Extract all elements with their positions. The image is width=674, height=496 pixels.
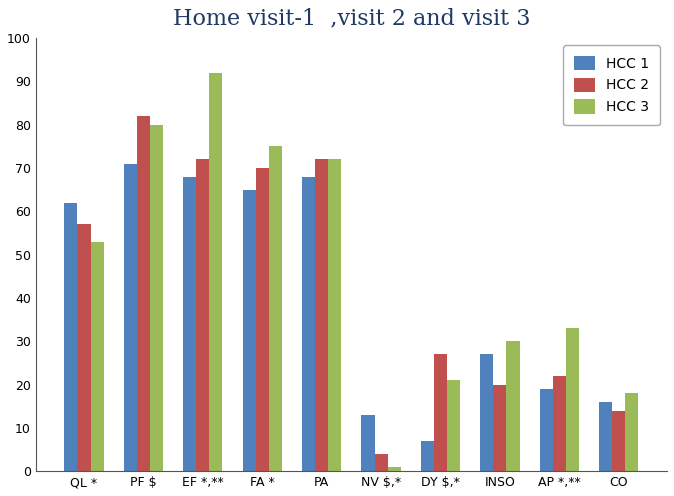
Bar xyxy=(90,242,104,471)
Bar xyxy=(255,168,269,471)
Bar xyxy=(210,72,222,471)
Bar xyxy=(540,389,553,471)
Bar xyxy=(434,354,447,471)
Bar xyxy=(243,189,255,471)
Bar xyxy=(481,354,493,471)
Bar xyxy=(315,159,328,471)
Title: Home visit-1  ,visit 2 and visit 3: Home visit-1 ,visit 2 and visit 3 xyxy=(173,7,530,29)
Legend: HCC 1, HCC 2, HCC 3: HCC 1, HCC 2, HCC 3 xyxy=(563,45,660,125)
Bar xyxy=(124,164,137,471)
Bar xyxy=(599,402,612,471)
Bar xyxy=(388,467,400,471)
Bar xyxy=(612,411,625,471)
Bar xyxy=(302,177,315,471)
Bar xyxy=(421,441,434,471)
Bar xyxy=(78,224,90,471)
Bar xyxy=(506,341,520,471)
Bar xyxy=(375,454,388,471)
Bar xyxy=(493,384,506,471)
Bar xyxy=(65,202,78,471)
Bar xyxy=(566,328,579,471)
Bar xyxy=(447,380,460,471)
Bar xyxy=(137,116,150,471)
Bar xyxy=(361,415,375,471)
Bar xyxy=(269,146,282,471)
Bar xyxy=(196,159,210,471)
Bar xyxy=(625,393,638,471)
Bar xyxy=(150,124,163,471)
Bar xyxy=(183,177,196,471)
Bar xyxy=(328,159,341,471)
Bar xyxy=(553,376,566,471)
